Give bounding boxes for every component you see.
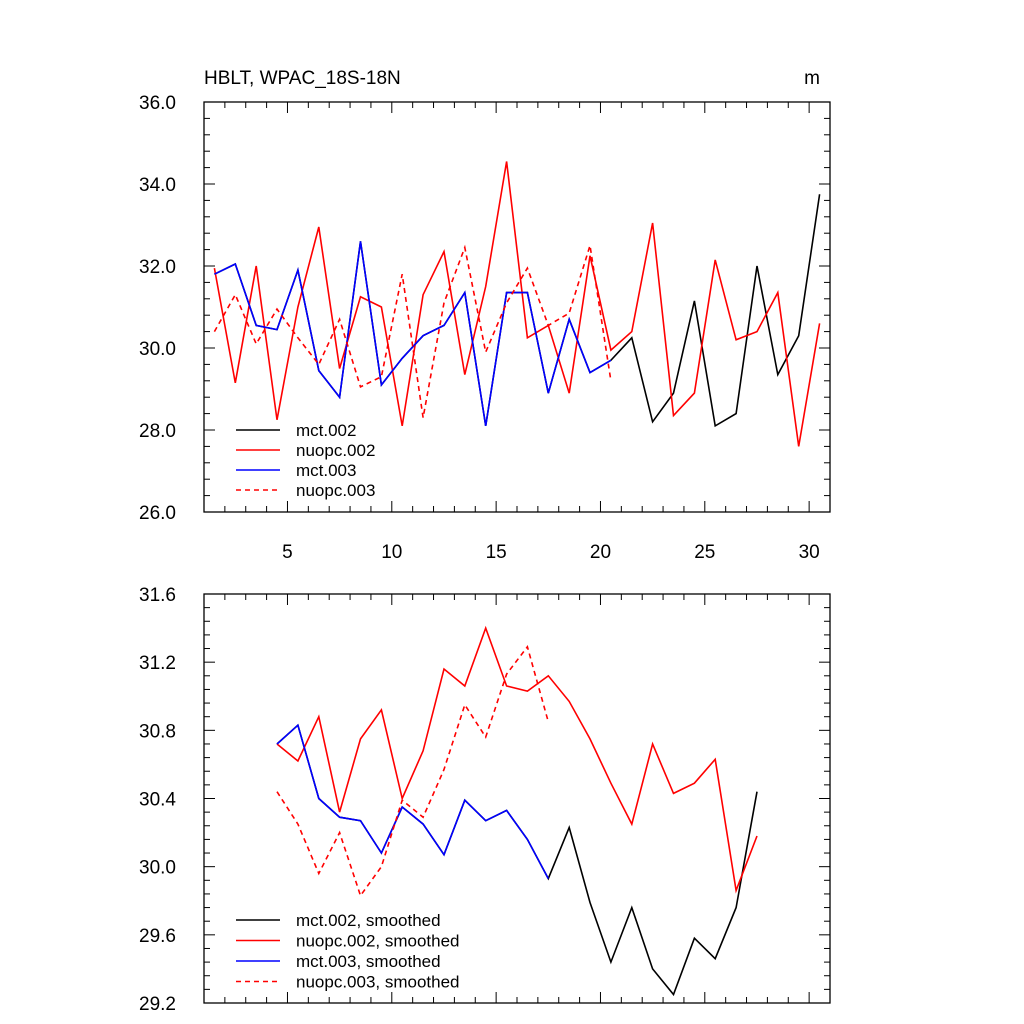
chart0-y-tick-label: 32.0 [139, 257, 176, 278]
chart1-legend-label: nuopc.002, smoothed [296, 932, 460, 951]
chart0-title: HBLT, WPAC_18S-18N [204, 68, 401, 89]
chart1-legend-label: mct.002, smoothed [296, 911, 441, 930]
chart0-series-line-mct-003 [214, 241, 612, 427]
bottom-panel: 29.2 29.6 30.0 30.4 30.8 31.2 31.6 mct.002, smo… [139, 585, 831, 1015]
chart0-x-tick-label: 5 [282, 542, 293, 563]
chart0-y-tick-label: 28.0 [139, 421, 176, 442]
chart1-legend-label: mct.003, smoothed [296, 952, 441, 971]
chart0-series-line-nuopc-003 [213, 244, 612, 418]
chart1-y-tick-label: 29.6 [139, 926, 176, 947]
chart0-legend-label: mct.003 [296, 461, 356, 480]
chart1-series-line-nuopc-003-smoothed [276, 645, 550, 898]
chart0-x-tick-label: 30 [799, 542, 820, 563]
chart1-y-tick-label: 30.0 [139, 858, 176, 879]
chart1-y-tick-label: 29.2 [139, 994, 176, 1015]
chart0-y-tick-label: 34.0 [139, 175, 176, 196]
chart0-series-line-nuopc-002 [213, 161, 821, 447]
chart1-series-line-mct-003-smoothed [276, 723, 550, 879]
chart1-legend-label: nuopc.003, smoothed [296, 973, 460, 992]
chart0-y-tick-label: 26.0 [139, 503, 176, 524]
chart1-y-tick-label: 30.8 [139, 721, 176, 742]
chart1-series-line-nuopc-002-smoothed [276, 625, 758, 894]
chart0-units-label: m [804, 68, 820, 89]
chart0-x-tick-label: 25 [694, 542, 715, 563]
chart1-y-tick-label: 31.2 [139, 653, 176, 674]
chart0-y-tick-label: 36.0 [139, 93, 176, 114]
chart0-y-tick-label: 30.0 [139, 339, 176, 360]
chart0-legend-label: mct.002 [296, 421, 356, 440]
chart0-legend-label: nuopc.002 [296, 441, 375, 460]
chart1-y-tick-label: 31.6 [139, 585, 176, 606]
chart0-legend-label: nuopc.003 [296, 481, 375, 500]
chart0-x-tick-label: 20 [590, 542, 611, 563]
chart1-y-tick-label: 30.4 [139, 790, 176, 811]
chart0-x-tick-label: 10 [381, 542, 402, 563]
top-panel: 5 10 15 20 25 30 26.0 28.0 30.0 32.0 34.0 36.0 HBLT,… [139, 68, 831, 563]
chart0-x-tick-label: 15 [486, 542, 507, 563]
